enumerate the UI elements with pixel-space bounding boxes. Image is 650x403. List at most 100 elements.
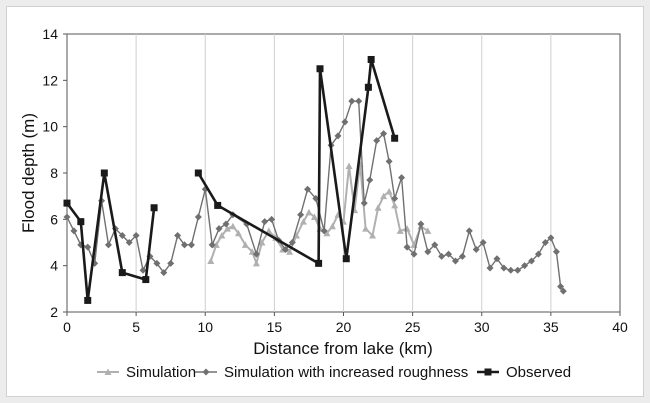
data-point [342, 255, 350, 263]
data-point [424, 248, 432, 256]
gridlines [135, 34, 552, 312]
x-axis-ticks: 0 5 10 15 20 25 30 35 40 [63, 312, 628, 335]
data-point [403, 243, 411, 251]
data-point [385, 188, 393, 195]
data-point [334, 132, 342, 140]
data-point [299, 218, 307, 225]
x-tick-label: 20 [336, 319, 352, 335]
data-point [479, 239, 487, 246]
data-point [514, 266, 522, 274]
data-point [417, 220, 425, 228]
x-tick-label: 5 [132, 319, 140, 335]
series-line [197, 58, 396, 265]
series-observed [63, 55, 399, 304]
series-simulation-with-increased-roughness [63, 97, 567, 295]
data-point [77, 218, 85, 226]
data-point [132, 232, 140, 240]
data-point [208, 241, 216, 249]
data-point [547, 234, 555, 242]
data-point [268, 215, 276, 223]
legend: Simulation Simulation with increased roug… [97, 364, 571, 381]
data-point [212, 241, 220, 248]
legend-label: Simulation [126, 364, 196, 381]
data-point [207, 257, 215, 265]
data-point [364, 83, 372, 91]
data-point [328, 222, 336, 230]
data-point [431, 241, 439, 249]
data-point [534, 250, 542, 258]
data-point [445, 250, 453, 258]
data-point [305, 208, 313, 216]
data-point [194, 169, 202, 177]
data-point [292, 232, 300, 239]
data-point [465, 227, 473, 235]
data-point [118, 269, 126, 277]
data-point [310, 213, 318, 221]
data-point [167, 259, 175, 267]
data-point [84, 296, 92, 304]
data-point [316, 65, 324, 73]
data-point [142, 276, 150, 284]
data-point [341, 118, 349, 126]
data-point [373, 137, 381, 145]
data-point [493, 255, 501, 263]
data-point [391, 194, 399, 202]
data-point [160, 269, 168, 277]
data-point [500, 264, 508, 272]
data-point [521, 262, 529, 270]
data-point [380, 130, 388, 138]
data-point [288, 239, 296, 246]
data-point [304, 185, 312, 193]
chart: 0 5 10 15 20 25 30 35 40 2 4 6 8 10 12 14 Distance fro… [19, 26, 628, 381]
data-point [63, 213, 71, 221]
data-point [366, 176, 374, 184]
legend-marker [104, 368, 112, 375]
data-point [345, 162, 353, 170]
data-point [369, 232, 377, 239]
data-point [229, 222, 237, 230]
legend-label: Observed [506, 364, 571, 381]
x-tick-label: 25 [405, 319, 421, 335]
data-point [367, 55, 375, 63]
x-tick-label: 15 [267, 319, 283, 335]
data-point [70, 227, 78, 235]
data-point [265, 227, 273, 234]
x-axis-label: Distance from lake (km) [253, 339, 432, 358]
data-point [312, 194, 320, 202]
legend-marker [484, 368, 492, 376]
data-point [223, 225, 231, 232]
data-point [323, 229, 331, 237]
data-point [391, 201, 399, 209]
data-point [486, 264, 494, 272]
y-tick-label: 4 [50, 258, 58, 274]
data-point [380, 192, 388, 200]
data-point [118, 232, 126, 240]
data-point [187, 241, 195, 249]
data-point [234, 229, 242, 237]
data-point [507, 266, 515, 274]
data-point [281, 245, 289, 253]
data-point [241, 241, 249, 248]
data-point [153, 259, 161, 267]
data-point [541, 239, 549, 246]
data-point [320, 227, 328, 235]
data-point [214, 201, 222, 209]
data-point [174, 232, 182, 240]
data-point [181, 241, 189, 249]
y-tick-label: 6 [50, 211, 58, 227]
y-tick-label: 2 [50, 304, 58, 320]
data-point [438, 252, 446, 260]
data-point [215, 225, 223, 233]
x-tick-label: 40 [612, 319, 628, 335]
data-point [557, 283, 565, 291]
x-tick-label: 35 [543, 319, 559, 335]
legend-label: Simulation with increased roughness [224, 364, 468, 381]
data-point [391, 134, 399, 142]
data-point [315, 259, 323, 267]
y-axis-ticks: 2 4 6 8 10 12 14 [42, 26, 67, 320]
data-point [374, 204, 382, 211]
figure-frame: 0 5 10 15 20 25 30 35 40 2 4 6 8 10 12 14 Distance fro… [6, 6, 644, 397]
data-point [100, 169, 108, 177]
data-point [458, 252, 466, 260]
data-point [194, 213, 202, 221]
